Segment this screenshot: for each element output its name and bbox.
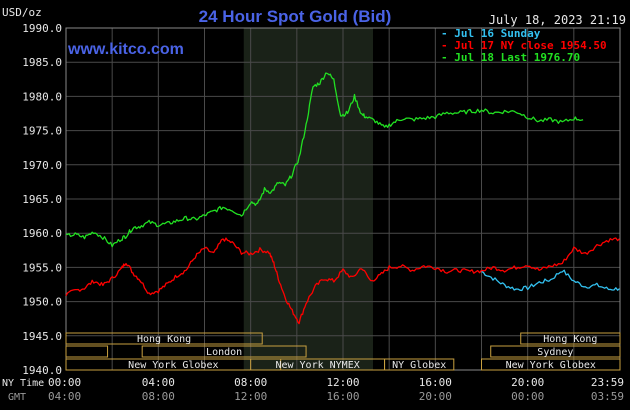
y-tick-label: 1975.0 [22, 125, 62, 138]
series-line-0 [481, 269, 620, 292]
x-tick-label-ny: 20:00 [511, 376, 544, 389]
y-tick-label: 1980.0 [22, 90, 62, 103]
chart-title: 24 Hour Spot Gold (Bid) [199, 7, 392, 26]
series-line-2 [65, 72, 584, 248]
y-tick-label: 1950.0 [22, 296, 62, 309]
x-tick-label-ny: 08:00 [234, 376, 267, 389]
y-tick-label: 1990.0 [22, 22, 62, 35]
legend-entry-1: - Jul 17 NY close 1954.50 [441, 39, 607, 52]
market-hong-kong-left-box [65, 332, 263, 345]
x-tick-label-gmt: 04:00 [48, 390, 81, 403]
y-tick-label: 1945.0 [22, 330, 62, 343]
x-tick-label-ny: 04:00 [142, 376, 175, 389]
market-ny-globex-right-label: New York Globex [506, 360, 596, 371]
market-hong-kong-right-label: Hong Kong [543, 334, 597, 345]
market-london-box [141, 345, 307, 358]
x-tick-label-ny: 12:00 [326, 376, 359, 389]
market-ny-globex-left-box [65, 358, 282, 371]
y-tick-label: 1940.0 [22, 364, 62, 377]
x-tick-label-ny: 00:00 [48, 376, 81, 389]
x-tick-label-gmt: 03:59 [591, 390, 624, 403]
market-london-label: London [206, 347, 242, 358]
legend-entry-0: - Jul 16 Sunday [441, 27, 541, 40]
x-tick-label-gmt: 16:00 [326, 390, 359, 403]
x-tick-label-gmt: 12:00 [234, 390, 267, 403]
y-tick-label: 1965.0 [22, 193, 62, 206]
market-ny-globex-left-label: New York Globex [128, 360, 218, 371]
x-tick-label-gmt: 08:00 [142, 390, 175, 403]
x-tick-label-gmt: 00:00 [511, 390, 544, 403]
x-tick-label-gmt: 20:00 [419, 390, 452, 403]
market-ny-globex-mid-box [384, 358, 455, 371]
market-hong-kong-right-box [520, 332, 621, 345]
timestamp: July 18, 2023 21:19 [489, 13, 626, 27]
x-tick-label-ny: 16:00 [419, 376, 452, 389]
x-tick-label-ny: 23:59 [591, 376, 624, 389]
y-tick-label: 1970.0 [22, 159, 62, 172]
market-ny-globex-right-box [481, 358, 621, 371]
market-sydney-label: Sydney [537, 347, 573, 358]
series-line-1 [65, 237, 620, 325]
legend: - Jul 16 Sunday- Jul 17 NY close 1954.50… [441, 27, 607, 64]
legend-entry-2: - Jul 18 Last 1976.70 [441, 51, 580, 64]
watermark-text: www.kitco.com [67, 41, 184, 58]
y-tick-label: 1960.0 [22, 227, 62, 240]
market-ny-globex-mid-label: NY Globex [392, 360, 446, 371]
unit-label: USD/oz [2, 6, 42, 19]
market-hong-kong-left-label: Hong Kong [137, 334, 191, 345]
market-sydney-box [490, 345, 621, 358]
market-ny-nymex-label: New York NYMEX [275, 360, 359, 371]
x-axis-prefix-gmt: GMT [8, 392, 26, 403]
y-tick-label: 1985.0 [22, 56, 62, 69]
market-london-stub-box [65, 345, 109, 358]
x-axis-prefix-ny: NY Time [2, 378, 44, 389]
y-tick-label: 1955.0 [22, 261, 62, 274]
